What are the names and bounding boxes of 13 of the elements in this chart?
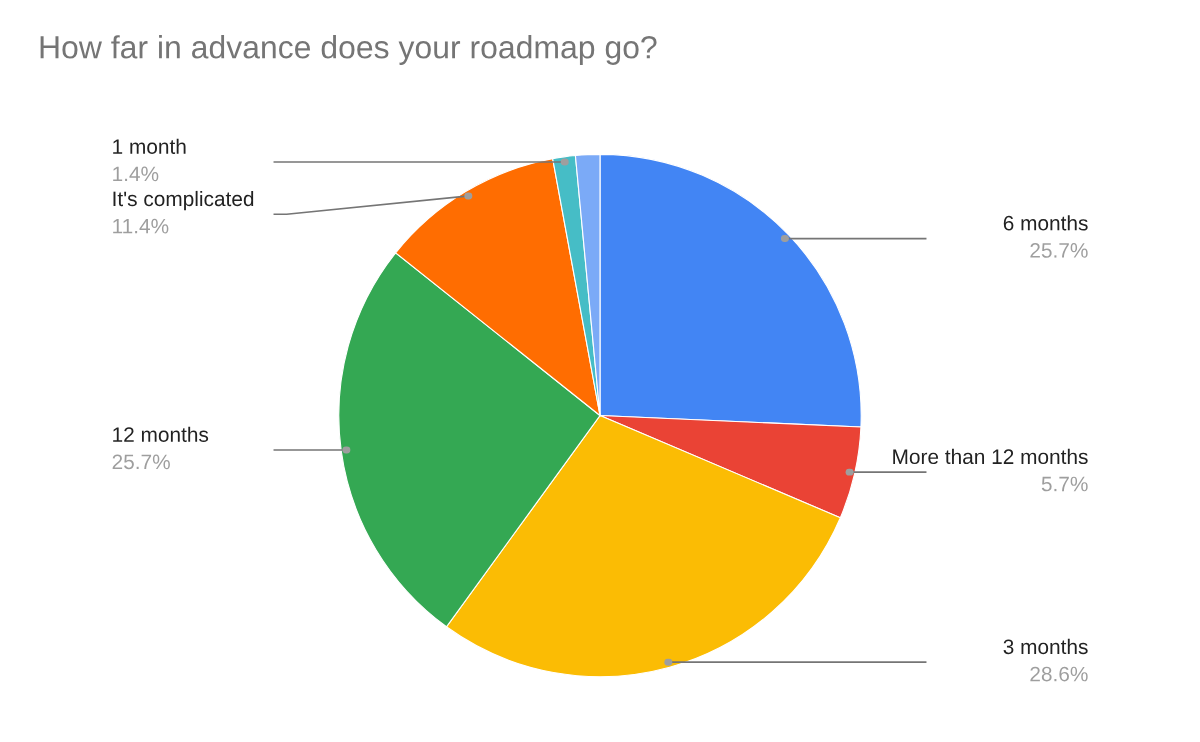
slice-label: It's complicated [113, 190, 254, 211]
slice-label: 12 months [113, 426, 209, 442]
data-label: 25.7% [1030, 243, 1088, 258]
data-label: 5.7% [1041, 476, 1088, 492]
chart-title: How far in advance does your roadmap go? [40, 35, 657, 65]
data-label: 25.7% [112, 454, 170, 470]
slice-label: 6 months [1003, 215, 1088, 231]
data-label: 28.6% [1030, 666, 1088, 682]
data-label: 11.4% [113, 218, 169, 234]
slice-label: More than 12 months [893, 448, 1088, 465]
slice-label: 3 months [1003, 638, 1088, 655]
data-label: 1.4% [113, 166, 159, 182]
slice-label: 1 month [113, 138, 186, 154]
